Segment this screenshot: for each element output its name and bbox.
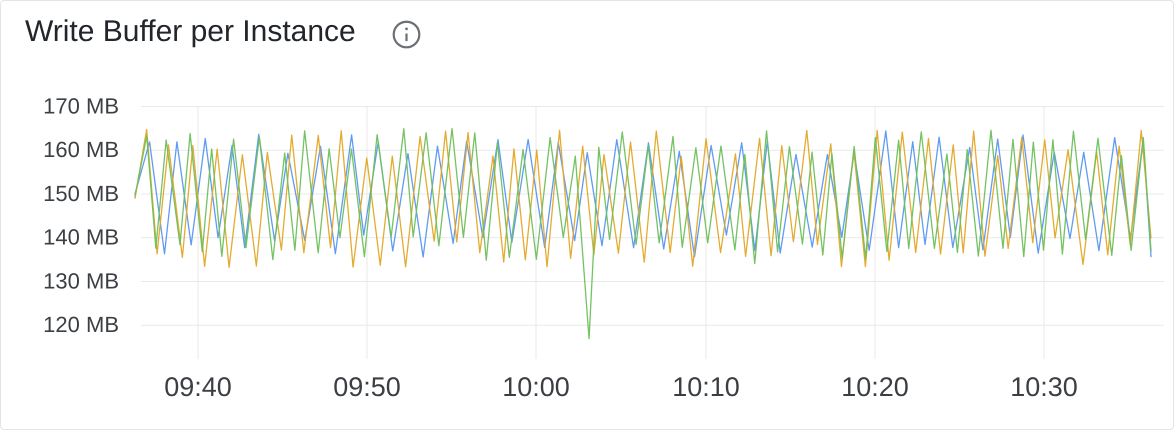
svg-text:140 MB: 140 MB [43, 225, 119, 250]
svg-text:120 MB: 120 MB [43, 312, 119, 337]
svg-text:10:20: 10:20 [841, 372, 909, 402]
svg-text:170 MB: 170 MB [43, 94, 119, 119]
svg-text:10:10: 10:10 [672, 372, 740, 402]
svg-text:10:30: 10:30 [1010, 372, 1078, 402]
svg-text:09:40: 09:40 [164, 372, 232, 402]
svg-text:150 MB: 150 MB [43, 181, 119, 206]
svg-text:10:00: 10:00 [502, 372, 570, 402]
svg-text:09:50: 09:50 [333, 372, 401, 402]
svg-text:130 MB: 130 MB [43, 268, 119, 293]
svg-text:160 MB: 160 MB [43, 137, 119, 162]
